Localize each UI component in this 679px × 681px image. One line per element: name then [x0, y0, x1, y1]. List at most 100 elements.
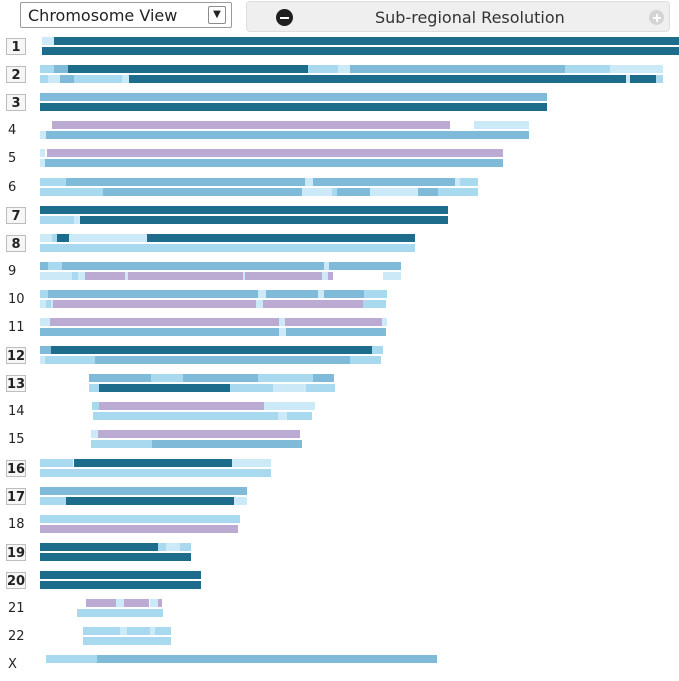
chromosome-region[interactable]: [40, 346, 51, 355]
chromosome-label-19[interactable]: 19: [6, 543, 26, 561]
chromosome-region[interactable]: [155, 627, 171, 636]
chromosome-region[interactable]: [57, 233, 69, 242]
chromosome-region[interactable]: [382, 318, 387, 326]
chromosome-region[interactable]: [322, 271, 328, 280]
chromosome-label-12[interactable]: 12: [6, 347, 26, 365]
chromosome-region[interactable]: [40, 205, 448, 214]
chromosome-region[interactable]: [158, 542, 166, 551]
chromosome-label-8[interactable]: 8: [6, 234, 26, 252]
chromosome-region[interactable]: [68, 65, 308, 74]
chromosome-region[interactable]: [329, 261, 401, 270]
chromosome-region[interactable]: [54, 65, 68, 74]
chromosome-label-18[interactable]: 18: [8, 516, 25, 532]
chromosome-region[interactable]: [40, 65, 54, 74]
chromosome-label-7[interactable]: 7: [6, 206, 26, 224]
chromosome-region[interactable]: [40, 103, 547, 112]
chromosome-region[interactable]: [101, 637, 127, 646]
chromosome-region[interactable]: [91, 458, 232, 467]
chromosome-label-21[interactable]: 21: [8, 601, 25, 616]
chromosome-region[interactable]: [125, 271, 128, 280]
chromosome-region[interactable]: [42, 47, 679, 55]
chromosome-region[interactable]: [264, 402, 272, 411]
chromosome-region[interactable]: [124, 599, 149, 607]
chromosome-label-4[interactable]: 4: [8, 123, 17, 139]
chromosome-region[interactable]: [40, 187, 103, 196]
chromosome-region[interactable]: [150, 599, 158, 607]
chromosome-region[interactable]: [332, 187, 337, 196]
chromosome-label-5[interactable]: 5: [8, 151, 17, 167]
chromosome-region[interactable]: [127, 637, 171, 646]
chromosome-region[interactable]: [40, 542, 158, 551]
chromosome-region[interactable]: [40, 75, 48, 84]
chromosome-region[interactable]: [438, 187, 478, 196]
chromosome-region[interactable]: [97, 655, 437, 664]
chromosome-region[interactable]: [337, 187, 370, 196]
chromosome-region[interactable]: [630, 75, 656, 84]
plus-circle-icon[interactable]: [649, 10, 664, 25]
chromosome-region[interactable]: [258, 374, 313, 383]
chromosome-region[interactable]: [256, 299, 263, 308]
chromosome-label-13[interactable]: 13: [6, 375, 26, 393]
chromosome-region[interactable]: [313, 374, 334, 383]
chromosome-region[interactable]: [273, 384, 306, 393]
chromosome-region[interactable]: [46, 655, 97, 664]
chromosome-region[interactable]: [91, 430, 98, 439]
chromosome-region[interactable]: [89, 374, 151, 383]
chromosome-region[interactable]: [166, 542, 180, 551]
chromosome-region[interactable]: [72, 271, 78, 280]
chromosome-region[interactable]: [83, 627, 120, 636]
chromosome-region[interactable]: [45, 356, 95, 365]
chromosome-region[interactable]: [150, 627, 155, 636]
chromosome-label-10[interactable]: 10: [8, 291, 25, 307]
chromosome-region[interactable]: [626, 75, 630, 84]
chromosome-region[interactable]: [364, 289, 387, 298]
chromosome-region[interactable]: [69, 233, 147, 242]
chromosome-region[interactable]: [324, 261, 329, 270]
chromosome-region[interactable]: [40, 328, 279, 336]
chromosome-region[interactable]: [372, 346, 383, 355]
chromosome-label-11[interactable]: 11: [8, 320, 25, 335]
chromosome-region[interactable]: [122, 75, 129, 84]
chromosome-region[interactable]: [40, 318, 50, 326]
chromosome-region[interactable]: [40, 458, 73, 467]
chromosome-region[interactable]: [52, 233, 57, 242]
chromosome-region[interactable]: [40, 299, 46, 308]
chromosome-region[interactable]: [46, 131, 529, 140]
chromosome-region[interactable]: [80, 215, 448, 224]
chromosome-region[interactable]: [40, 468, 271, 477]
chromosome-region[interactable]: [92, 402, 99, 411]
chromosome-region[interactable]: [127, 627, 150, 636]
chromosome-region[interactable]: [350, 65, 565, 74]
chromosome-region[interactable]: [40, 177, 66, 186]
chromosome-region[interactable]: [243, 271, 245, 280]
chromosome-region[interactable]: [40, 580, 201, 589]
chromosome-region[interactable]: [474, 121, 529, 130]
chromosome-region[interactable]: [77, 609, 163, 617]
chromosome-region[interactable]: [40, 233, 52, 242]
chromosome-region[interactable]: [286, 328, 386, 336]
chromosome-region[interactable]: [302, 187, 332, 196]
chromosome-label-x[interactable]: X: [8, 657, 17, 673]
chromosome-region[interactable]: [40, 289, 48, 298]
chevron-down-icon[interactable]: ▼: [208, 6, 226, 24]
chromosome-region[interactable]: [363, 299, 386, 308]
chromosome-region[interactable]: [42, 37, 54, 45]
chromosome-region[interactable]: [74, 75, 122, 84]
chromosome-region[interactable]: [40, 159, 45, 168]
chromosome-region[interactable]: [99, 384, 230, 393]
chromosome-region[interactable]: [230, 384, 273, 393]
chromosome-region[interactable]: [128, 271, 243, 280]
chromosome-label-15[interactable]: 15: [8, 432, 25, 448]
chromosome-region[interactable]: [40, 131, 46, 140]
chromosome-region[interactable]: [324, 289, 364, 298]
chromosome-region[interactable]: [328, 271, 333, 280]
chromosome-label-17[interactable]: 17: [6, 487, 26, 505]
chromosome-region[interactable]: [40, 552, 191, 561]
chromosome-region[interactable]: [656, 75, 663, 84]
chromosome-region[interactable]: [266, 289, 318, 298]
chromosome-region[interactable]: [51, 346, 372, 355]
chromosome-region[interactable]: [287, 412, 312, 421]
chromosome-region[interactable]: [86, 599, 116, 607]
chromosome-region[interactable]: [74, 215, 80, 224]
chromosome-region[interactable]: [40, 496, 66, 505]
